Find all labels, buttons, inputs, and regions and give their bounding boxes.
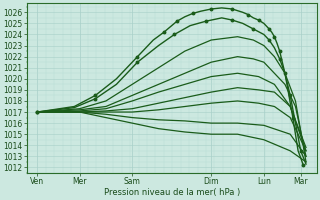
X-axis label: Pression niveau de la mer( hPa ): Pression niveau de la mer( hPa ) <box>104 188 240 197</box>
